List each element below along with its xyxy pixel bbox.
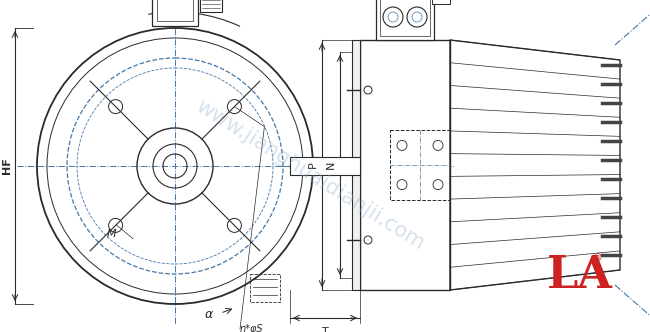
Bar <box>390 130 450 200</box>
Bar <box>250 274 280 302</box>
Bar <box>200 0 222 12</box>
Bar <box>432 0 450 4</box>
Text: P: P <box>308 162 318 168</box>
Bar <box>376 0 434 40</box>
Bar <box>352 40 360 290</box>
Text: ®: ® <box>593 253 603 263</box>
Text: HF: HF <box>2 158 12 174</box>
Text: M: M <box>107 229 117 239</box>
Text: N: N <box>326 161 336 169</box>
Bar <box>290 157 360 175</box>
Bar <box>152 0 198 26</box>
Bar <box>360 40 450 290</box>
Text: www.jianghuaidianjii.com: www.jianghuaidianjii.com <box>192 96 428 254</box>
Text: T: T <box>322 327 328 332</box>
Text: α: α <box>204 308 213 321</box>
Text: n*φS: n*φS <box>240 324 264 332</box>
Bar <box>157 0 193 21</box>
Bar <box>380 0 430 36</box>
Text: LA: LA <box>547 254 613 296</box>
